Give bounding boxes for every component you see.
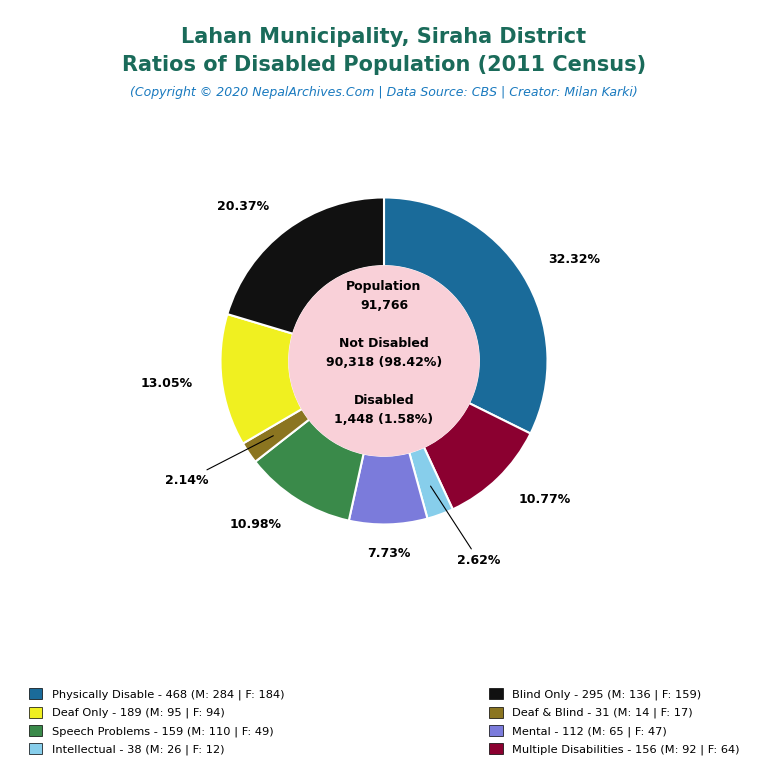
- Wedge shape: [349, 452, 428, 525]
- Wedge shape: [255, 419, 363, 521]
- Text: 2.62%: 2.62%: [431, 486, 501, 567]
- Wedge shape: [243, 409, 310, 462]
- Text: 20.37%: 20.37%: [217, 200, 269, 213]
- Text: 13.05%: 13.05%: [141, 377, 193, 390]
- Wedge shape: [424, 403, 531, 509]
- Text: Ratios of Disabled Population (2011 Census): Ratios of Disabled Population (2011 Cens…: [122, 55, 646, 75]
- Legend: Blind Only - 295 (M: 136 | F: 159), Deaf & Blind - 31 (M: 14 | F: 17), Mental - : Blind Only - 295 (M: 136 | F: 159), Deaf…: [489, 688, 740, 755]
- Text: 2.14%: 2.14%: [164, 435, 273, 487]
- Wedge shape: [384, 197, 548, 434]
- Wedge shape: [220, 314, 302, 444]
- Text: (Copyright © 2020 NepalArchives.Com | Data Source: CBS | Creator: Milan Karki): (Copyright © 2020 NepalArchives.Com | Da…: [130, 86, 638, 99]
- Text: Population
91,766

Not Disabled
90,318 (98.42%)

Disabled
1,448 (1.58%): Population 91,766 Not Disabled 90,318 (9…: [326, 280, 442, 425]
- Text: 10.98%: 10.98%: [229, 518, 281, 531]
- Circle shape: [290, 266, 478, 455]
- Text: Lahan Municipality, Siraha District: Lahan Municipality, Siraha District: [181, 27, 587, 47]
- Wedge shape: [227, 197, 384, 334]
- Text: 32.32%: 32.32%: [548, 253, 600, 266]
- Legend: Physically Disable - 468 (M: 284 | F: 184), Deaf Only - 189 (M: 95 | F: 94), Spe: Physically Disable - 468 (M: 284 | F: 18…: [28, 688, 284, 755]
- Text: 7.73%: 7.73%: [367, 548, 411, 561]
- Wedge shape: [409, 447, 453, 518]
- Text: 10.77%: 10.77%: [518, 492, 571, 505]
